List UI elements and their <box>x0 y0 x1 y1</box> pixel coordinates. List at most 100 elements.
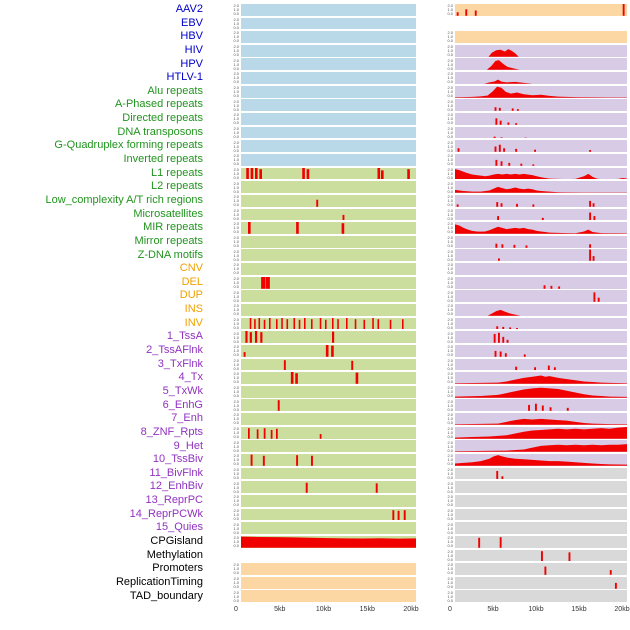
y-tick-label: 2.0 <box>447 30 453 36</box>
left-signal-plot <box>241 590 416 602</box>
signal-bar <box>523 354 526 357</box>
track-label: Alu repeats <box>147 84 203 97</box>
y-tick-label: 1.0 <box>233 143 239 149</box>
signal-bar <box>592 203 595 207</box>
track-label: 10_TssBiv <box>152 453 203 466</box>
track-panel-left <box>241 99 416 112</box>
signal-area <box>487 309 521 316</box>
track-label: 7_Enh <box>171 412 203 425</box>
signal-bar <box>500 161 503 166</box>
right-signal-plot <box>486 60 520 71</box>
signal-bar <box>525 245 528 248</box>
signal-bar <box>248 222 251 234</box>
right-yaxis-ticks: 2.0 1.0 0.0 <box>425 85 455 99</box>
y-tick-label: 0.0 <box>447 161 453 167</box>
signal-bar <box>498 108 501 112</box>
track-row: 7_Enh 2.0 1.0 0.0 2.0 1.0 0.0 <box>0 412 630 426</box>
signal-bar <box>516 327 518 330</box>
track-panel-right <box>455 153 627 166</box>
track-panel-left <box>241 276 416 289</box>
track-panel-left <box>241 454 416 466</box>
y-tick-label: 2.0 <box>447 289 453 295</box>
y-tick-label: 0.0 <box>447 133 453 139</box>
y-tick-label: 2.0 <box>447 344 453 350</box>
y-tick-label: 2.0 <box>447 166 453 172</box>
left-yaxis-ticks: 2.0 1.0 0.0 <box>208 385 241 399</box>
right-signal-plot <box>455 375 627 384</box>
y-tick-label: 2.0 <box>233 180 239 186</box>
signal-bar <box>377 318 380 330</box>
right-signal-plot <box>493 136 527 139</box>
signal-area <box>455 426 627 439</box>
right-signal-plot <box>455 86 627 98</box>
left-yaxis-ticks: 2.0 1.0 0.0 <box>208 262 241 276</box>
y-tick-label: 1.0 <box>447 129 453 135</box>
signal-bar <box>331 345 334 357</box>
left-yaxis-ticks: 2.0 1.0 0.0 <box>208 467 241 481</box>
track-panel-left <box>241 508 416 521</box>
panel-gap <box>416 276 425 290</box>
y-tick-label: 2.0 <box>233 453 239 459</box>
right-signal-plot <box>455 224 627 234</box>
signal-area <box>455 444 627 453</box>
y-tick-label: 2.0 <box>447 194 453 200</box>
track-panel-right <box>455 549 627 562</box>
left-yaxis-ticks: 2.0 1.0 0.0 <box>208 480 241 494</box>
y-tick-label: 1.0 <box>447 416 453 422</box>
track-panel-right <box>455 18 627 30</box>
y-tick-label: 2.0 <box>233 85 239 91</box>
y-tick-label: 0.0 <box>447 597 453 603</box>
y-tick-label: 1.0 <box>233 320 239 326</box>
track-row: INV 2.0 1.0 0.0 2.0 1.0 0.0 <box>0 317 630 331</box>
left-yaxis-ticks: 2.0 1.0 0.0 <box>208 180 241 194</box>
y-tick-label: 2.0 <box>233 194 239 200</box>
track-label: A-Phased repeats <box>114 98 203 111</box>
right-yaxis-ticks: 2.0 1.0 0.0 <box>425 494 455 508</box>
track-row: Low_complexity A/T rich regions 2.0 1.0 0.0… <box>0 194 630 208</box>
right-signal-plot <box>493 333 509 344</box>
y-tick-label: 1.0 <box>447 143 453 149</box>
y-tick-label: 1.0 <box>233 593 239 599</box>
right-signal-plot <box>455 444 627 453</box>
signal-bar <box>550 285 553 289</box>
signal-bar <box>254 318 256 330</box>
panel-gap <box>416 508 425 522</box>
y-tick-label: 0.0 <box>447 352 453 358</box>
left-yaxis-ticks: 2.0 1.0 0.0 <box>208 590 241 604</box>
signal-bar <box>534 149 537 153</box>
y-tick-label: 0.0 <box>447 215 453 221</box>
y-tick-label: 2.0 <box>447 398 453 404</box>
right-yaxis-ticks: 2.0 1.0 0.0 <box>425 235 455 249</box>
x-tick-label: 5kb <box>487 606 499 614</box>
track-label: ReplicationTiming <box>115 575 203 588</box>
track-panel-left <box>241 426 416 439</box>
left-signal-plot <box>248 222 345 234</box>
right-yaxis-ticks: 2.0 1.0 0.0 <box>425 317 455 331</box>
track-row: 15_Quies 2.0 1.0 0.0 2.0 1.0 0.0 <box>0 521 630 535</box>
y-tick-label: 0.0 <box>233 270 239 276</box>
y-tick-label: 2.0 <box>447 235 453 241</box>
signal-bar <box>456 204 459 207</box>
signal-bar <box>589 212 592 221</box>
y-tick-label: 1.0 <box>447 48 453 54</box>
panel-gap <box>416 535 425 549</box>
signal-bar <box>543 284 546 289</box>
y-tick-label: 2.0 <box>233 303 239 309</box>
signal-bar <box>593 215 596 221</box>
y-tick-label: 1.0 <box>447 89 453 95</box>
signal-bar <box>311 318 313 330</box>
signal-bar <box>501 244 504 248</box>
signal-bar <box>263 427 266 439</box>
left-signal-plot <box>246 167 410 180</box>
signal-bar <box>592 256 595 262</box>
y-tick-label: 1.0 <box>447 170 453 176</box>
signal-bar <box>503 148 506 153</box>
signal-bar <box>544 566 547 575</box>
right-yaxis-ticks: 2.0 1.0 0.0 <box>425 426 455 440</box>
signal-area <box>241 536 416 548</box>
track-panel-left <box>241 181 416 194</box>
y-tick-label: 2.0 <box>447 412 453 418</box>
panel-gap <box>416 249 425 263</box>
signal-bar <box>496 325 499 330</box>
y-tick-label: 1.0 <box>233 116 239 122</box>
